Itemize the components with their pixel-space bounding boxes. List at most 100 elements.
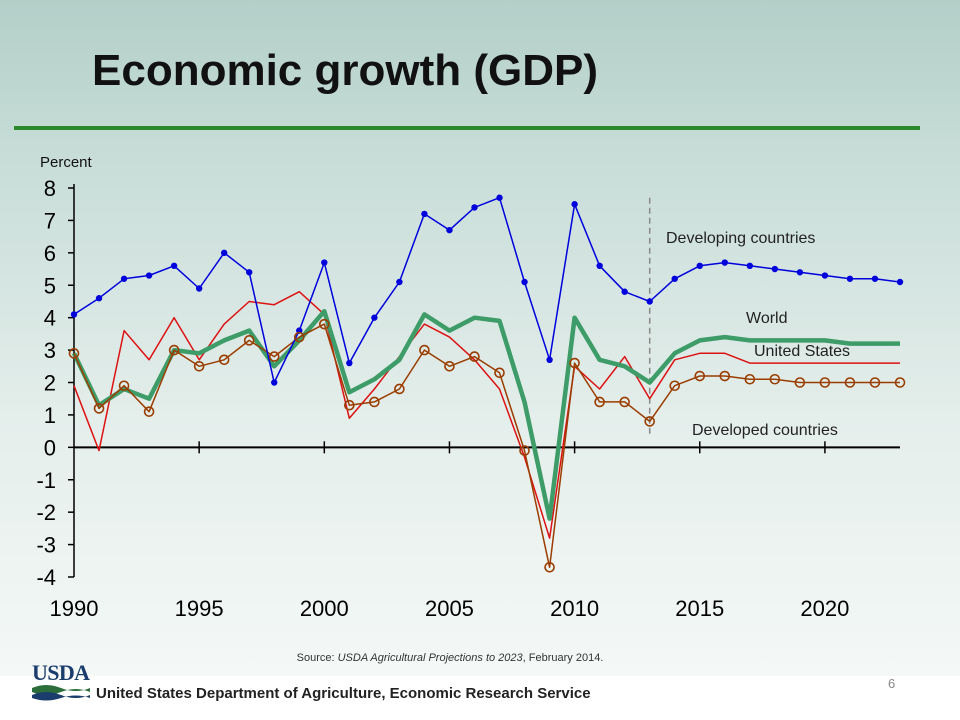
title-divider: [14, 126, 920, 130]
data-point-3: [769, 373, 781, 385]
y-tick-label: 2: [44, 371, 56, 396]
data-point-0: [496, 194, 503, 201]
data-point-0: [846, 275, 854, 282]
data-point-3: [894, 377, 906, 388]
data-point-0: [521, 278, 528, 286]
data-point-0: [896, 278, 904, 286]
series-line-1: [71, 308, 900, 521]
x-tick-label: 1995: [175, 596, 224, 621]
data-point-3: [744, 373, 756, 385]
y-tick-label: -2: [36, 500, 56, 525]
series-line-0: [73, 196, 901, 384]
data-point-3: [394, 383, 405, 395]
data-point-3: [844, 377, 856, 388]
x-tick-label: 2010: [550, 596, 599, 621]
data-point-0: [796, 269, 804, 276]
data-point-0: [646, 298, 653, 305]
y-tick-label: 8: [44, 176, 56, 201]
data-point-0: [396, 278, 403, 286]
data-point-0: [546, 356, 553, 364]
data-point-3: [519, 445, 530, 456]
data-point-0: [95, 295, 103, 302]
data-point-3: [494, 367, 505, 379]
y-tick-label: 1: [44, 403, 56, 428]
x-tick-label: 1990: [50, 596, 99, 621]
data-point-0: [70, 311, 78, 318]
data-point-3: [719, 370, 731, 382]
y-tick-label: 4: [44, 306, 56, 331]
data-point-3: [168, 344, 180, 356]
x-tick-label: 2000: [300, 596, 349, 621]
data-point-3: [93, 403, 105, 414]
usda-logo-icon: USDA: [32, 660, 90, 701]
data-point-0: [596, 262, 603, 269]
data-point-0: [771, 265, 779, 273]
data-point-3: [193, 360, 205, 372]
y-axis-label: Percent: [40, 154, 93, 171]
series-line-3: [73, 323, 900, 569]
data-point-3: [143, 406, 155, 417]
data-point-3: [569, 357, 580, 369]
source-prefix: Source:: [296, 652, 338, 664]
series-label-developed: Developed countries: [692, 422, 838, 439]
chart-axes: -4 -3 -2 -1 0 1 2 3 4 5 6 7 8 1990 1995 2000 2005 2010 201…: [36, 176, 900, 621]
series-label-developing: Developing countries: [666, 230, 815, 247]
data-point-3: [594, 396, 605, 408]
data-point-3: [469, 351, 480, 362]
y-tick-label: -3: [36, 533, 56, 558]
data-point-0: [571, 201, 578, 208]
chart-series-lines: [71, 196, 901, 569]
gdp-line-chart: Percent -4 -3 -2 -1 0 1 2 3 4 5 6 7 8 1990 1995 2000 200…: [36, 154, 906, 621]
data-point-3: [218, 354, 230, 366]
data-point-0: [421, 210, 428, 218]
y-tick-label: -4: [36, 565, 56, 590]
data-point-0: [671, 275, 678, 282]
data-point-0: [696, 262, 703, 269]
page-title: Economic growth (GDP): [92, 46, 598, 95]
y-tick-label: 5: [44, 273, 56, 298]
data-point-3: [243, 335, 255, 346]
y-tick-label: -1: [36, 468, 56, 493]
data-point-0: [371, 314, 378, 321]
data-point-0: [746, 262, 754, 269]
y-tick-label: 3: [44, 338, 56, 363]
data-point-3: [419, 344, 430, 356]
footer-band: [0, 676, 960, 720]
chart-series-labels: Developing countries World United States…: [666, 230, 850, 439]
series-line-2: [73, 290, 900, 539]
chart-series-markers: [68, 194, 906, 573]
x-tick-label: 2005: [425, 596, 474, 621]
data-point-3: [794, 377, 806, 388]
data-point-3: [669, 380, 681, 392]
data-point-3: [444, 360, 455, 372]
data-point-0: [821, 272, 829, 279]
series-label-world: World: [746, 310, 788, 327]
data-point-3: [369, 396, 380, 408]
data-point-0: [871, 275, 879, 282]
data-point-0: [145, 272, 153, 279]
data-point-3: [694, 370, 706, 382]
data-point-3: [869, 377, 881, 388]
data-point-3: [118, 380, 130, 392]
data-point-3: [819, 377, 831, 388]
source-suffix: , February 2014.: [522, 652, 604, 664]
x-tick-label: 2020: [800, 596, 849, 621]
agency-name: United States Department of Agriculture,…: [96, 685, 591, 702]
data-point-3: [293, 331, 305, 343]
data-point-0: [120, 275, 128, 282]
series-label-united-states: United States: [754, 343, 850, 360]
data-point-3: [344, 399, 355, 411]
data-point-0: [271, 379, 278, 386]
data-point-3: [544, 561, 555, 573]
data-point-3: [644, 416, 655, 427]
data-point-0: [446, 226, 453, 234]
y-tick-label: 6: [44, 241, 56, 266]
y-tick-label: 7: [44, 208, 56, 233]
source-note: Source: USDA Agricultural Projections to…: [0, 652, 900, 664]
data-point-0: [721, 259, 728, 266]
data-point-0: [170, 262, 178, 269]
data-point-3: [268, 351, 280, 362]
data-point-3: [319, 318, 330, 330]
data-point-0: [321, 259, 328, 266]
page-number: 6: [888, 676, 896, 691]
